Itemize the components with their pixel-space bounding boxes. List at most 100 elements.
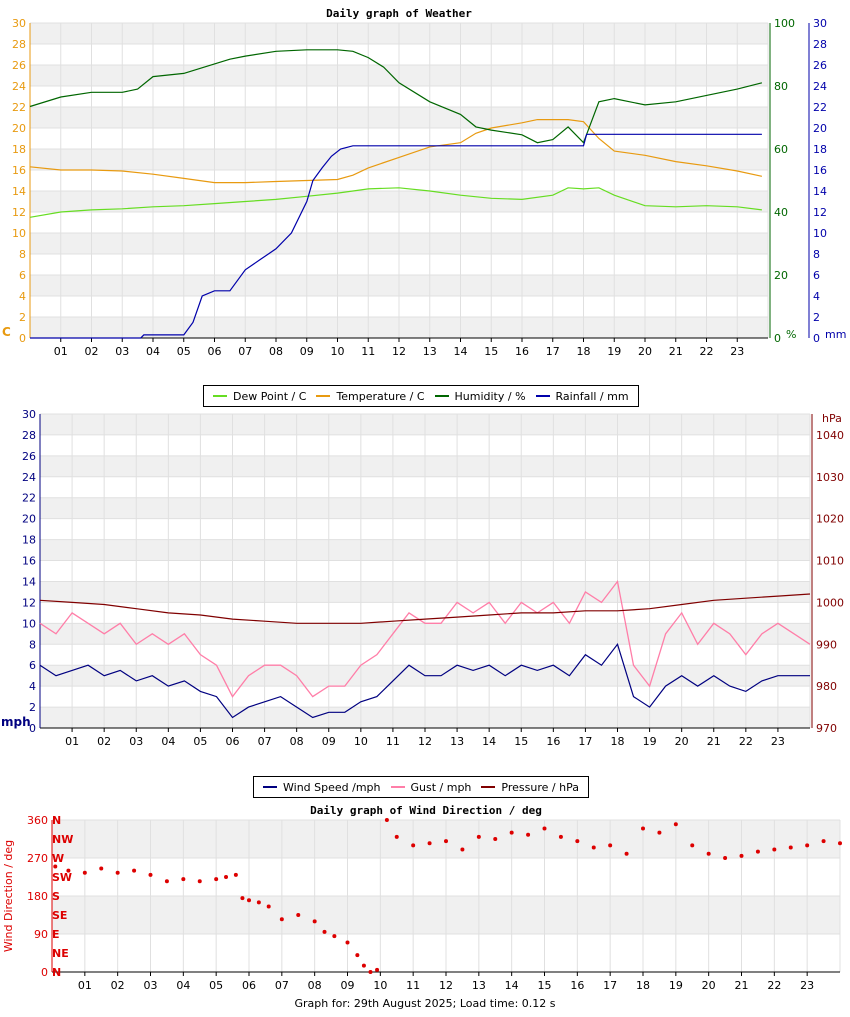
y-tick-label-right: 12 (813, 206, 827, 219)
wind-direction-point (509, 830, 514, 835)
y-tick-label-left: 20 (22, 513, 36, 526)
wind-direction-point (148, 872, 153, 877)
y-tick-label-left: 18 (22, 534, 36, 547)
legend-item: Dew Point / C (213, 390, 306, 403)
x-tick-label: 05 (177, 345, 191, 358)
y-tick-label-left: 10 (22, 617, 36, 630)
y-tick-label-left: 26 (22, 450, 36, 463)
rain-series-line (30, 133, 762, 339)
y-tick-label-left: 4 (29, 680, 36, 693)
y-tick-label-left: 14 (22, 575, 36, 588)
y-tick-label-left: 8 (29, 638, 36, 651)
y-tick-label-left: 90 (34, 928, 48, 941)
wind-direction-point (247, 898, 251, 903)
y-tick-label-left: 360 (27, 814, 48, 827)
wind-direction-point (332, 934, 337, 939)
x-tick-label: 13 (450, 735, 464, 748)
y-unit-left: C (2, 325, 11, 339)
wind-direction-point (838, 841, 842, 846)
wind-direction-point (345, 940, 350, 945)
x-tick-label: 08 (269, 345, 283, 358)
wind-direction-point (739, 853, 744, 858)
wind-direction-point (723, 856, 728, 860)
wind-series-line (39, 643, 810, 719)
wind-direction-point (312, 919, 317, 924)
legend-swatch (434, 395, 449, 397)
x-tick-label: 11 (361, 345, 375, 358)
y-tick-label-left: 18 (12, 143, 26, 156)
x-tick-label: 04 (161, 735, 175, 748)
x-tick-label: 16 (515, 345, 529, 358)
y-tick-label-left: 30 (12, 17, 26, 30)
x-tick-label: 21 (735, 979, 749, 992)
wind-direction-point (361, 963, 366, 968)
x-tick-label: 15 (484, 345, 498, 358)
x-tick-label: 08 (308, 979, 322, 992)
wind-direction-point (132, 868, 137, 873)
y-tick-label-right: 14 (813, 185, 827, 198)
y-tick-label-left: 22 (12, 101, 26, 114)
y-tick-label-left: 2 (29, 701, 36, 714)
x-tick-label: 14 (454, 345, 468, 358)
y-tick-label-right: 40 (774, 206, 788, 219)
footer-text: Graph for: 29th August 2025; Load time: … (294, 997, 556, 1010)
y-tick-label-left: 22 (22, 492, 36, 505)
legend-label: Gust / mph (410, 780, 472, 794)
y-unit-right: % (786, 328, 796, 341)
gust-series-line (39, 579, 811, 698)
x-tick-label: 16 (570, 979, 584, 992)
y-tick-label-right: 30 (813, 17, 827, 30)
x-tick-label: 14 (505, 979, 519, 992)
wind-direction-point (706, 851, 711, 856)
wind-direction-point (591, 845, 596, 850)
legend-wind: Wind Speed /mph Gust / mph Pressure / hPa (253, 776, 589, 798)
y-unit-right: hPa (822, 412, 842, 425)
y-tick-label-right: 990 (816, 638, 837, 651)
compass-label: N (52, 966, 61, 979)
legend-label: Pressure / hPa (501, 780, 579, 794)
y-unit-right: mm (825, 328, 846, 341)
legend-swatch (213, 395, 227, 397)
y-tick-label-right: 1040 (816, 429, 844, 442)
wind-direction-point (772, 847, 777, 852)
y-tick-label-right: 100 (774, 17, 795, 30)
y-tick-label-left: 30 (22, 408, 36, 421)
y-tick-label-left: 180 (27, 890, 48, 903)
x-tick-label: 02 (97, 735, 111, 748)
y-tick-label-left: 20 (12, 122, 26, 135)
x-tick-label: 01 (54, 345, 68, 358)
compass-label: N (52, 814, 61, 827)
wind-direction-point (394, 834, 399, 839)
x-tick-label: 10 (331, 345, 345, 358)
x-tick-label: 01 (65, 735, 79, 748)
legend-item: Pressure / hPa (481, 781, 579, 794)
wind-direction-point (197, 879, 202, 884)
x-tick-label: 12 (439, 979, 453, 992)
x-tick-label: 23 (730, 345, 744, 358)
y-tick-label-right: 1000 (816, 596, 844, 609)
wind-direction-point (224, 875, 229, 879)
x-tick-label: 22 (767, 979, 781, 992)
compass-label: SE (52, 909, 67, 922)
y-tick-label-right: 1010 (816, 555, 844, 568)
y-tick-label-left: 16 (22, 555, 36, 568)
x-tick-label: 09 (322, 735, 336, 748)
x-tick-label: 20 (675, 735, 689, 748)
wind-direction-point (375, 967, 380, 972)
wind-direction-point (755, 849, 760, 854)
x-tick-label: 17 (603, 979, 617, 992)
x-tick-label: 17 (546, 345, 560, 358)
wind-direction-point (460, 847, 465, 852)
y-tick-label-left: 14 (12, 185, 26, 198)
wind-direction-point (641, 826, 645, 831)
chart-title: Daily graph of Weather (326, 7, 472, 20)
y-tick-label-right: 22 (813, 101, 827, 114)
y-tick-label-right: 26 (813, 59, 827, 72)
legend-swatch (481, 786, 496, 788)
x-tick-label: 17 (578, 735, 592, 748)
x-tick-label: 22 (739, 735, 753, 748)
x-tick-label: 22 (700, 345, 714, 358)
y-tick-label-left: 12 (12, 206, 26, 219)
x-tick-label: 23 (771, 735, 785, 748)
wind-direction-point (82, 870, 87, 875)
